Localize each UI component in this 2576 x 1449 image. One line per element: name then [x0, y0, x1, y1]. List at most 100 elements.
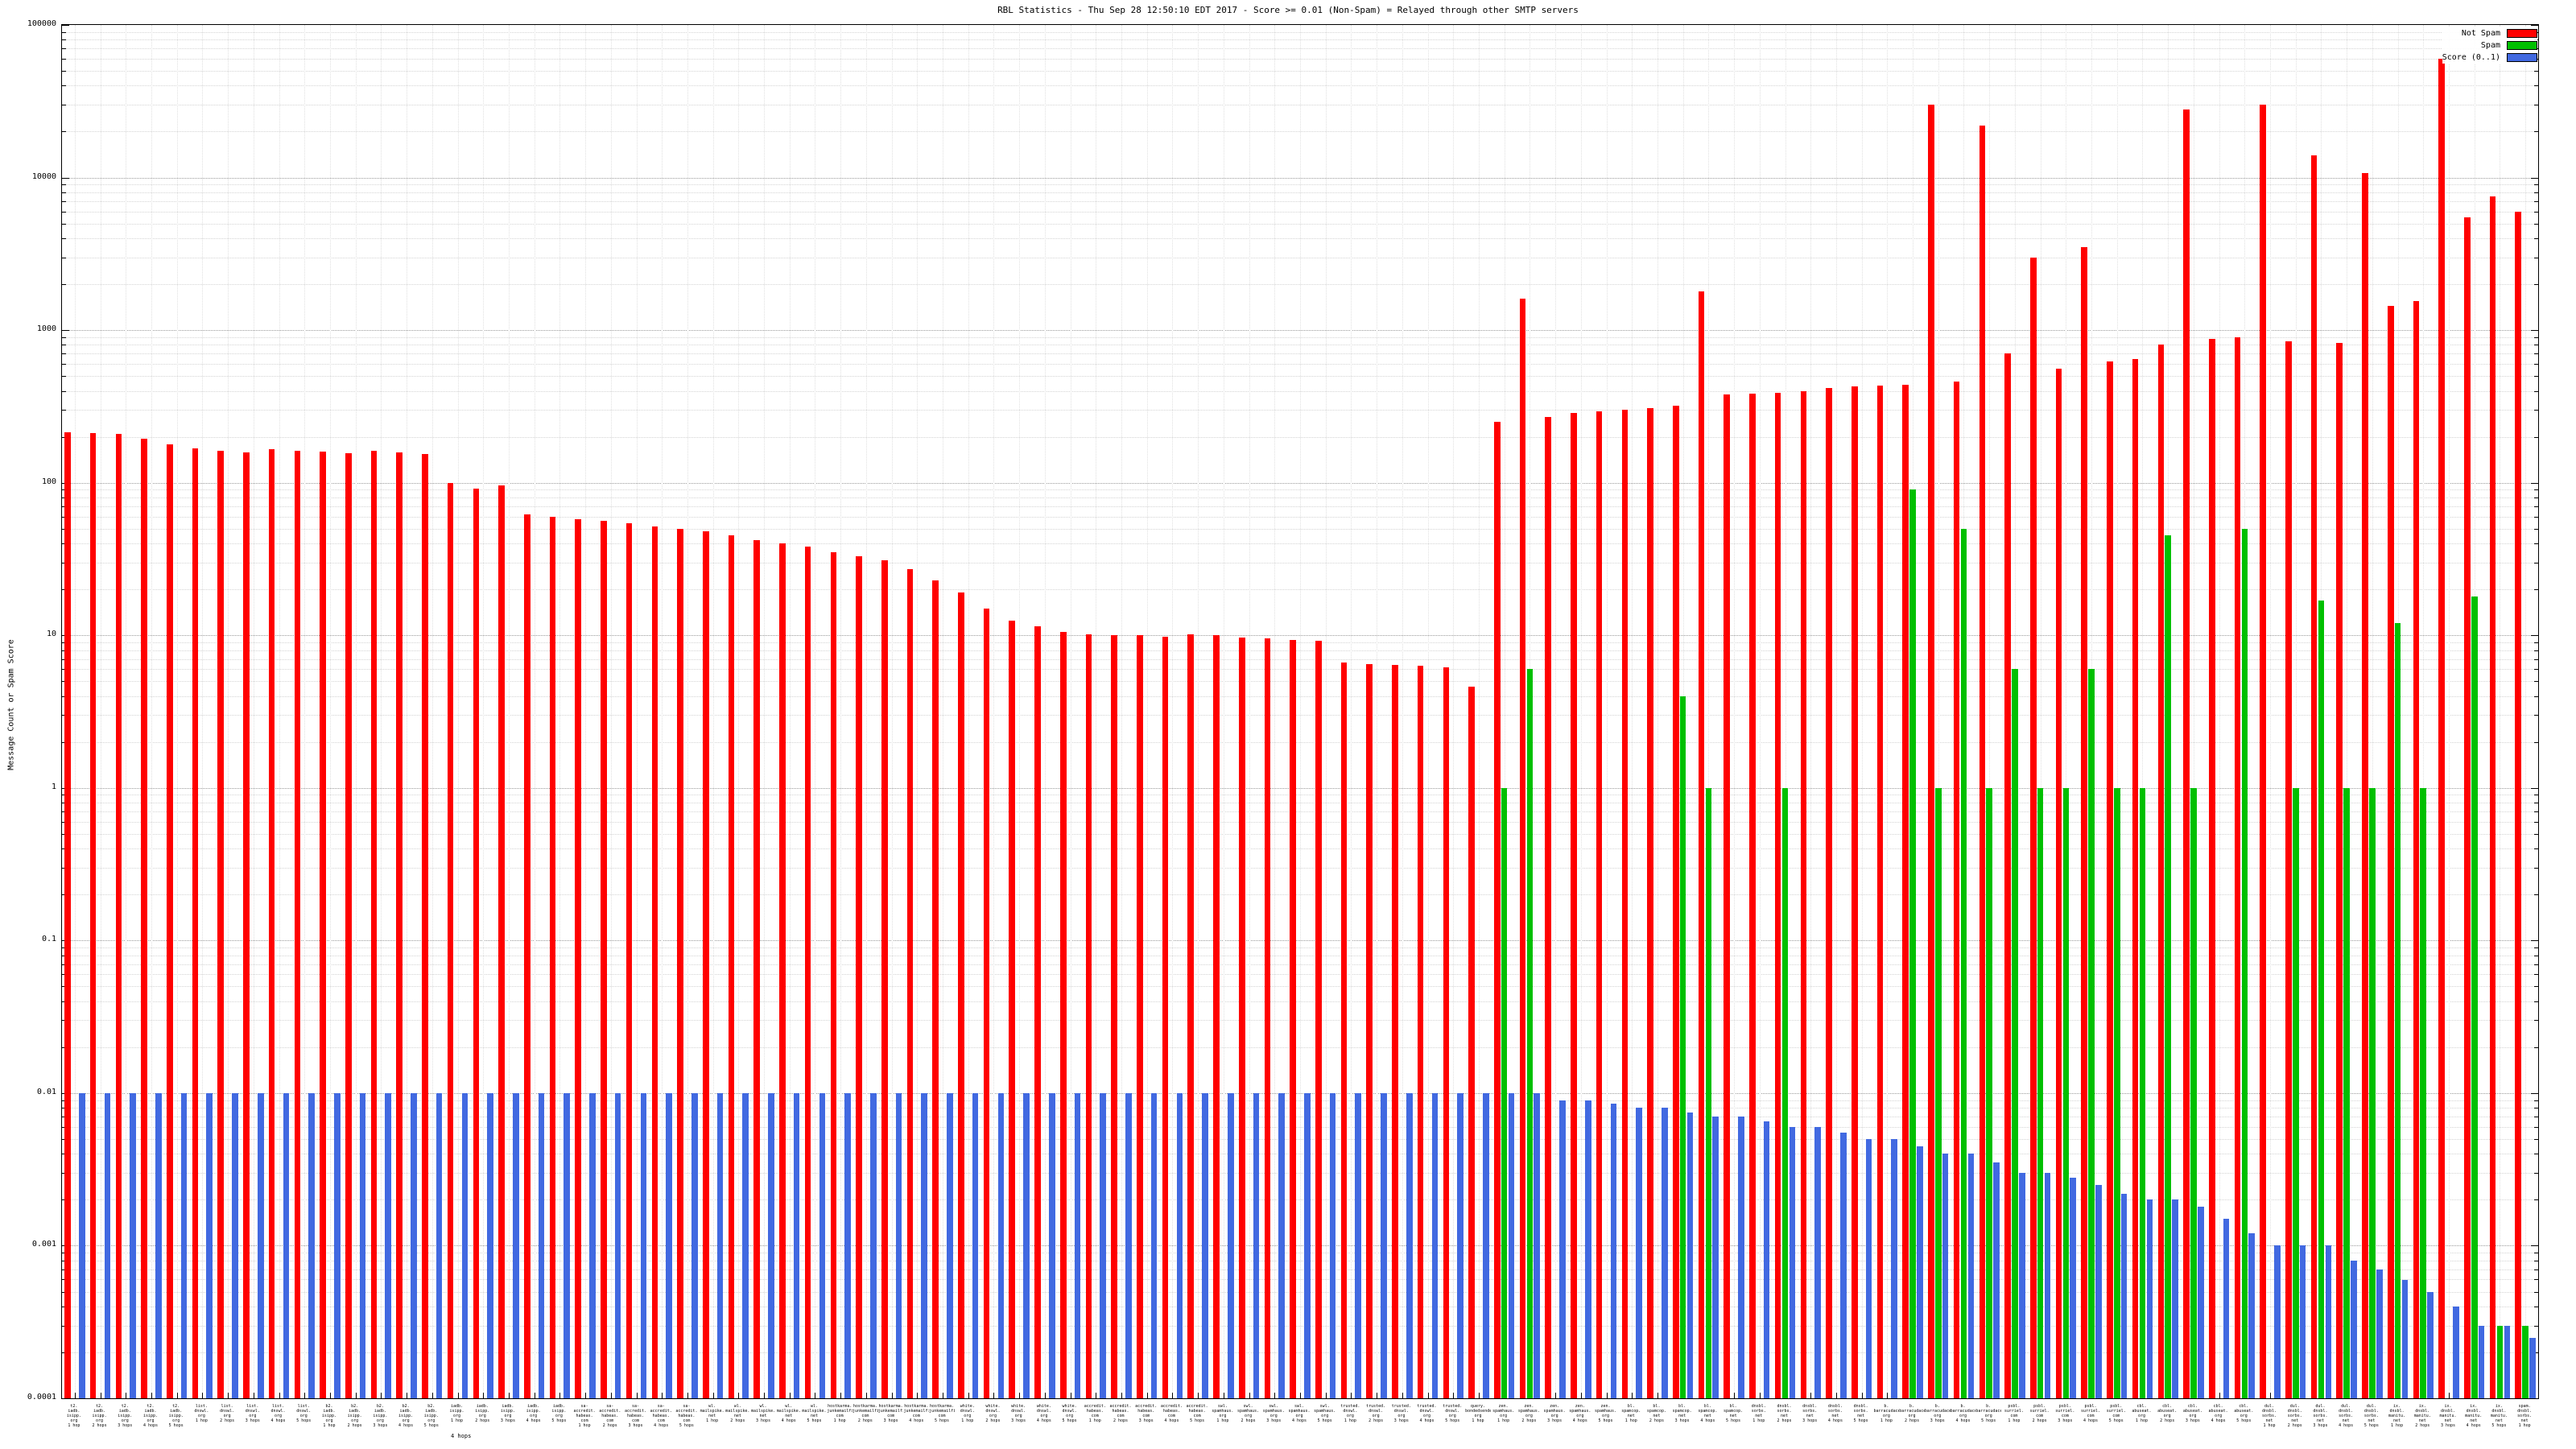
bar-not-spam — [167, 444, 173, 1398]
x-gridline — [1938, 25, 1939, 1398]
bar-not-spam — [1621, 410, 1629, 1398]
x-gridline — [176, 25, 178, 1398]
bar-score — [359, 1092, 366, 1398]
y-tick-mark — [62, 211, 66, 213]
x-category-label: t2. iadb. isipp. org 4 hops — [142, 1404, 158, 1428]
x-gridline — [1606, 25, 1608, 1398]
bar-score — [997, 1092, 1005, 1398]
bar-not-spam — [2362, 173, 2368, 1398]
legend: Not Spam Spam Score (0..1) — [2442, 27, 2537, 64]
x-category-label: zen. spamhaus. org 2 hops — [1517, 1404, 1540, 1423]
bar-score — [640, 1092, 647, 1398]
y-tick-mark — [2534, 410, 2538, 411]
bar-score — [1125, 1092, 1132, 1398]
y-tick-mark — [2534, 1138, 2538, 1140]
bar-score — [257, 1092, 264, 1398]
x-category-label: bl. spamcop. net 1 hop — [1621, 1404, 1641, 1423]
x-gridline — [1249, 25, 1250, 1398]
bar-not-spam — [370, 450, 378, 1398]
bar-spam — [1909, 489, 1916, 1398]
x-category-label: sa-accredit. habeas. com 2 hops — [599, 1404, 621, 1428]
bar-score — [1202, 1092, 1208, 1398]
legend-item-not-spam: Not Spam — [2442, 27, 2537, 39]
x-tick-mark — [1249, 1393, 1250, 1398]
x-category-label: wl. mailspike. net 3 hops — [751, 1404, 776, 1423]
y-tick-label: 0.1 — [41, 935, 56, 944]
bar-score — [1993, 1162, 2000, 1398]
x-gridline — [151, 25, 152, 1398]
bar-score — [844, 1092, 851, 1398]
x-gridline — [687, 25, 688, 1398]
y-tick-mark — [2534, 489, 2538, 491]
y-tick-mark — [2534, 741, 2538, 743]
x-category-label: psbl. surriel. com 5 hops — [2106, 1404, 2126, 1423]
x-category-label: zen. spamhaus. org 4 hops — [1569, 1404, 1591, 1423]
bar-not-spam — [728, 535, 735, 1398]
y-tick-mark — [2534, 562, 2538, 564]
bar-not-spam — [89, 432, 97, 1398]
legend-swatch-not-spam — [2507, 29, 2537, 38]
y-tick-mark — [62, 223, 66, 225]
bar-not-spam — [1315, 641, 1322, 1398]
x-category-label: dnsbl. sorbs. net 1 hop — [1751, 1404, 1766, 1423]
x-tick-mark — [304, 1393, 306, 1398]
bar-not-spam — [1366, 663, 1373, 1398]
y-tick-mark — [62, 1126, 66, 1128]
y-tick-mark — [2534, 1173, 2538, 1174]
y-tick-mark — [2534, 650, 2538, 651]
bar-score — [869, 1092, 877, 1398]
x-tick-mark — [1121, 1393, 1123, 1398]
x-tick-mark — [712, 1393, 714, 1398]
bar-spam — [2165, 535, 2171, 1398]
bar-spam — [2088, 669, 2095, 1398]
bar-not-spam — [473, 488, 480, 1398]
bar-score — [1150, 1092, 1158, 1398]
x-tick-mark — [764, 1393, 766, 1398]
y-tick-mark — [62, 177, 69, 179]
bar-score — [2274, 1245, 2281, 1398]
y-tick-mark — [2534, 85, 2538, 87]
x-tick-mark — [1146, 1393, 1148, 1398]
bar-score — [1636, 1108, 1642, 1398]
bar-spam — [2012, 669, 2018, 1398]
x-category-label: list. dnswl. org 1 hop — [194, 1404, 209, 1423]
bar-not-spam — [651, 526, 658, 1398]
y-tick-mark — [2534, 1100, 2538, 1101]
plot-area — [61, 24, 2539, 1399]
bar-score — [2325, 1245, 2332, 1398]
x-category-label: t2. iadb. isipp. org 1 hop — [66, 1404, 81, 1428]
bar-spam — [2471, 596, 2478, 1398]
y-tick-mark — [62, 31, 66, 33]
bar-not-spam — [1417, 666, 1424, 1398]
x-tick-mark — [917, 1393, 919, 1398]
x-gridline — [712, 25, 714, 1398]
bar-score — [1508, 1092, 1515, 1398]
y-tick-label: 1000 — [36, 324, 56, 334]
y-tick-mark — [62, 25, 69, 26]
legend-swatch-spam — [2507, 41, 2537, 50]
bar-score — [1763, 1121, 1770, 1398]
bar-not-spam — [983, 608, 990, 1398]
bar-score — [283, 1092, 290, 1398]
y-tick-mark — [2534, 192, 2538, 193]
y-tick-mark — [62, 184, 66, 186]
y-tick-mark — [2531, 635, 2538, 637]
bar-spam — [1960, 528, 1967, 1398]
x-tick-mark — [1810, 1393, 1812, 1398]
x-tick-mark — [610, 1393, 612, 1398]
y-tick-mark — [2534, 833, 2538, 835]
y-tick-label: 100000 — [27, 19, 56, 28]
y-tick-mark — [62, 528, 66, 530]
x-category-label: zen. spamhaus. org 1 hop — [1492, 1404, 1515, 1423]
y-tick-mark — [62, 1279, 66, 1281]
bar-not-spam — [1085, 634, 1092, 1398]
x-category-label: wl. mailspike. net 5 hops — [802, 1404, 827, 1423]
x-category-label: trusted. dnswl. org 3 hops — [1391, 1404, 1411, 1423]
x-tick-mark — [1427, 1393, 1429, 1398]
bar-score — [206, 1092, 213, 1398]
x-gridline — [2423, 25, 2425, 1398]
y-tick-mark — [2534, 1325, 2538, 1327]
y-tick-mark — [62, 192, 66, 193]
x-tick-mark — [431, 1393, 433, 1398]
bar-score — [104, 1092, 111, 1398]
